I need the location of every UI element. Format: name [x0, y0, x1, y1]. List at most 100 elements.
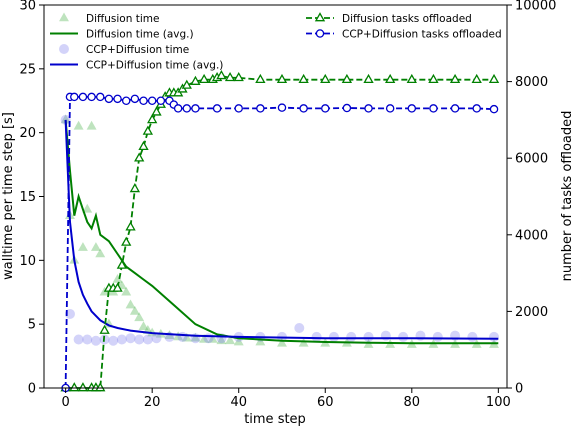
legend-label: CCP+Diffusion time (avg.)	[86, 60, 223, 72]
x-axis-ticks: 0 20 40 60 80 100	[61, 388, 511, 410]
data-point	[112, 273, 123, 283]
y-right-tick-label: 0	[515, 382, 523, 397]
data-point	[385, 104, 395, 113]
data-point	[298, 73, 309, 84]
y-left-tick-label: 0	[28, 382, 36, 397]
data-point	[181, 79, 192, 89]
x-tick-label: 40	[230, 395, 247, 410]
data-point	[299, 104, 308, 113]
data-point	[60, 114, 71, 124]
legend-label: Diffusion tasks offloaded	[342, 13, 472, 25]
series-diffusion-time-avg	[64, 119, 499, 345]
data-point	[346, 331, 357, 342]
data-point	[156, 96, 166, 106]
data-point	[142, 125, 154, 135]
data-point	[112, 282, 123, 292]
legend-label: Diffusion time	[86, 13, 159, 25]
data-point	[191, 104, 200, 113]
data-point	[77, 242, 88, 251]
y-right-tick-label: 4000	[515, 228, 548, 243]
data-point	[363, 331, 374, 342]
data-point	[341, 73, 353, 84]
data-point	[276, 73, 288, 84]
y-left-tick-label: 30	[19, 0, 36, 14]
data-point	[151, 333, 162, 344]
y-left-axis-label: walltime per time step [s]	[1, 112, 16, 280]
data-point	[121, 236, 132, 246]
data-point	[78, 92, 88, 102]
data-point	[87, 92, 96, 102]
data-point	[277, 103, 287, 112]
data-point	[450, 104, 460, 113]
data-point	[116, 259, 128, 269]
data-point	[489, 331, 500, 342]
data-point	[255, 73, 266, 84]
data-point	[181, 332, 192, 342]
data-point	[190, 75, 201, 85]
y-left-axis-ticks: 0 5 10 15 20 25 30	[19, 0, 44, 397]
legend-label: CCP+Diffusion tasks offloaded	[342, 29, 502, 41]
y-right-tick-label: 2000	[515, 305, 548, 320]
data-point	[294, 322, 305, 333]
data-point	[86, 120, 97, 130]
x-tick-label: 80	[404, 395, 421, 410]
data-point	[139, 96, 148, 106]
data-point	[173, 331, 184, 341]
data-point	[77, 382, 89, 392]
data-point	[198, 73, 210, 84]
data-point	[321, 104, 330, 113]
data-point	[216, 70, 227, 80]
data-point	[489, 104, 499, 114]
data-point	[73, 120, 84, 130]
data-point	[432, 331, 443, 342]
data-point	[125, 221, 136, 231]
legend-item-ccp-diffusion-time: CCP+Diffusion time	[59, 44, 189, 56]
data-point	[82, 203, 93, 213]
legend-item-diffusion-tasks-offloaded: Diffusion tasks offloaded	[306, 12, 472, 25]
data-point	[311, 331, 322, 342]
data-point	[199, 333, 210, 343]
legend-left: Diffusion time Diffusion time (avg.) CCP+D…	[50, 12, 223, 72]
data-point	[73, 334, 84, 345]
data-point	[116, 334, 127, 345]
series-diffusion-time	[60, 114, 499, 348]
series-ccp-diffusion-tasks-offloaded	[61, 92, 499, 393]
data-point	[407, 104, 417, 113]
series-diffusion-tasks-offloaded	[60, 70, 500, 392]
y-left-tick-label: 15	[19, 190, 36, 205]
legend-label: CCP+Diffusion time	[86, 44, 189, 56]
data-point	[398, 331, 409, 342]
data-point	[255, 336, 266, 346]
data-point	[134, 334, 145, 345]
data-point	[82, 334, 93, 345]
x-axis-label: time step	[244, 412, 306, 427]
data-point	[488, 73, 500, 84]
data-point	[364, 104, 373, 113]
data-point	[428, 73, 439, 84]
data-point	[147, 114, 158, 124]
data-point	[121, 96, 131, 106]
data-point	[190, 332, 201, 342]
data-point	[216, 335, 227, 345]
data-point	[129, 305, 140, 315]
data-point	[95, 248, 106, 258]
data-point	[142, 334, 153, 345]
legend-right: Diffusion tasks offloaded CCP+Diffusion t…	[306, 12, 502, 41]
legend-item-diffusion-time-avg: Diffusion time (avg.)	[50, 29, 194, 41]
data-point	[125, 299, 136, 309]
data-point	[471, 73, 482, 84]
data-point	[134, 312, 145, 322]
y-right-tick-label: 10000	[515, 0, 556, 14]
y-right-tick-label: 8000	[515, 75, 548, 90]
data-point	[233, 336, 244, 346]
legend-marker	[59, 12, 69, 22]
data-point	[207, 333, 218, 343]
y-right-axis-label: number of tasks offloaded	[560, 111, 575, 282]
data-point	[182, 104, 192, 113]
data-point	[363, 73, 374, 84]
data-point	[69, 382, 80, 392]
data-point	[129, 183, 141, 193]
data-point	[70, 92, 79, 102]
data-point	[224, 71, 236, 82]
